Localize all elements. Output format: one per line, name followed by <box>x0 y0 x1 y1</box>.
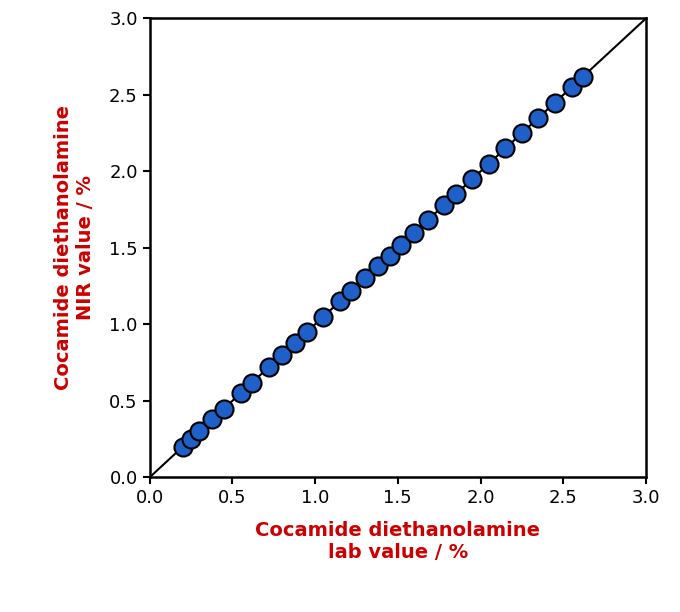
Point <box>318 312 329 322</box>
Point <box>219 404 230 414</box>
X-axis label: Cocamide diethanolamine
lab value / %: Cocamide diethanolamine lab value / % <box>255 521 541 562</box>
Point <box>439 200 449 210</box>
Point <box>566 83 577 92</box>
Point <box>346 286 357 296</box>
Point <box>466 174 477 184</box>
Point <box>533 113 544 122</box>
Point <box>409 228 420 237</box>
Point <box>517 129 528 138</box>
Point <box>578 72 589 81</box>
Point <box>450 190 461 200</box>
Point <box>263 362 274 372</box>
Point <box>177 442 188 452</box>
Point <box>373 261 384 271</box>
Point <box>396 240 407 250</box>
Point <box>335 297 345 307</box>
Point <box>549 97 560 108</box>
Point <box>194 427 205 436</box>
Point <box>290 338 301 348</box>
Point <box>483 159 494 169</box>
Point <box>235 389 246 398</box>
Point <box>301 327 312 337</box>
Y-axis label: Cocamide diethanolamine
NIR value / %: Cocamide diethanolamine NIR value / % <box>54 105 95 390</box>
Point <box>277 350 288 360</box>
Point <box>500 144 511 154</box>
Point <box>384 251 395 261</box>
Point <box>186 435 197 444</box>
Point <box>247 378 258 387</box>
Point <box>422 215 433 225</box>
Point <box>359 274 370 283</box>
Point <box>207 414 218 424</box>
